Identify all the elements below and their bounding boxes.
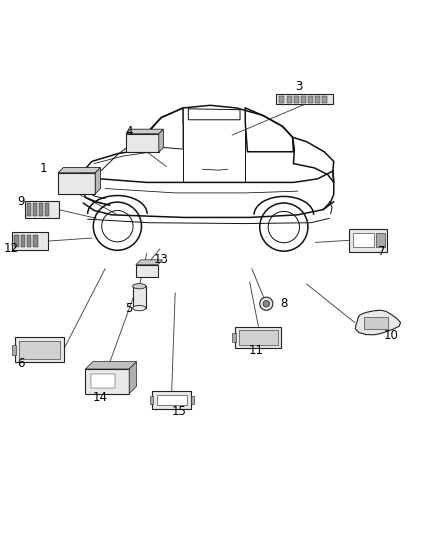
Bar xyxy=(294,96,299,103)
Text: 3: 3 xyxy=(295,80,302,93)
Bar xyxy=(15,337,64,362)
Text: 6: 6 xyxy=(17,357,25,370)
Text: 1: 1 xyxy=(39,162,47,175)
Polygon shape xyxy=(126,129,163,134)
Bar xyxy=(39,204,43,216)
Bar xyxy=(286,96,292,103)
Bar xyxy=(33,235,38,247)
Bar xyxy=(236,327,281,349)
Bar xyxy=(19,341,60,359)
Text: 4: 4 xyxy=(125,125,133,138)
Text: 12: 12 xyxy=(4,241,18,255)
Circle shape xyxy=(263,301,269,307)
Bar xyxy=(126,134,159,152)
Text: 11: 11 xyxy=(248,344,263,357)
Bar xyxy=(33,204,37,216)
Bar xyxy=(239,330,278,345)
Bar xyxy=(315,96,320,103)
Polygon shape xyxy=(129,361,137,393)
Circle shape xyxy=(260,297,273,310)
Bar xyxy=(133,286,146,308)
Polygon shape xyxy=(95,167,100,194)
Text: 7: 7 xyxy=(378,245,386,257)
Bar xyxy=(191,397,194,404)
Text: 9: 9 xyxy=(17,195,25,208)
Bar xyxy=(91,374,115,388)
Bar xyxy=(301,96,306,103)
Polygon shape xyxy=(85,361,137,369)
Bar xyxy=(353,233,374,247)
Bar xyxy=(12,345,16,355)
Bar xyxy=(45,204,49,216)
Bar xyxy=(21,235,25,247)
Bar xyxy=(27,204,32,216)
Bar xyxy=(349,229,387,252)
Polygon shape xyxy=(355,310,401,335)
Bar xyxy=(157,395,187,405)
Bar xyxy=(279,96,284,103)
Text: 8: 8 xyxy=(280,297,287,310)
Text: 14: 14 xyxy=(92,391,107,403)
Bar xyxy=(322,96,327,103)
Bar xyxy=(14,235,19,247)
Text: 13: 13 xyxy=(154,253,169,266)
Polygon shape xyxy=(136,260,162,265)
Bar xyxy=(136,265,158,277)
Polygon shape xyxy=(58,167,100,173)
Bar xyxy=(152,391,191,409)
Text: 5: 5 xyxy=(126,302,133,314)
Bar xyxy=(376,233,385,247)
Ellipse shape xyxy=(133,284,146,289)
Bar xyxy=(27,235,32,247)
Bar xyxy=(232,333,237,342)
Bar xyxy=(308,96,313,103)
Text: 15: 15 xyxy=(171,406,186,418)
Ellipse shape xyxy=(133,305,146,311)
Bar xyxy=(150,397,153,404)
Polygon shape xyxy=(159,129,163,152)
Bar xyxy=(364,317,388,328)
Bar xyxy=(12,232,48,250)
Bar xyxy=(58,173,95,194)
Bar xyxy=(25,201,59,219)
Bar xyxy=(276,94,333,104)
Bar xyxy=(85,369,129,393)
Text: 10: 10 xyxy=(383,329,398,342)
